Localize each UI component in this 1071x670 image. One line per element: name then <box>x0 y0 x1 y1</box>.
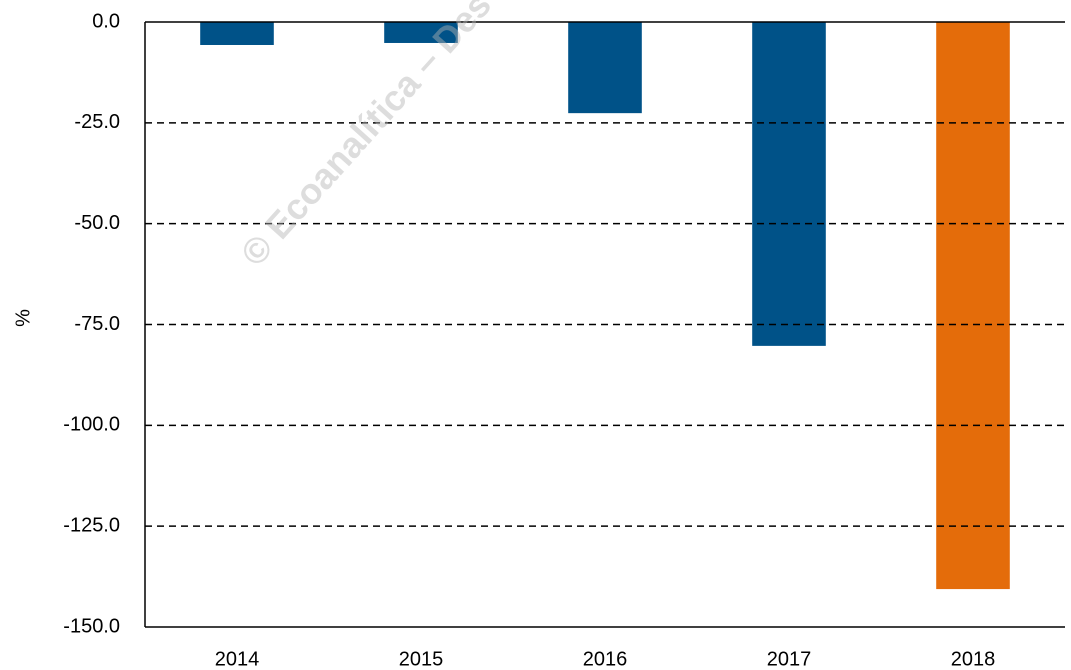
bar <box>752 22 826 346</box>
y-tick-label: -50.0 <box>74 212 120 234</box>
x-tick-label: 2018 <box>951 648 996 670</box>
y-tick-label: -25.0 <box>74 111 120 133</box>
bar <box>568 22 642 114</box>
y-tick-label: -75.0 <box>74 313 120 335</box>
bar <box>200 22 274 45</box>
y-tick-label: -100.0 <box>63 414 120 436</box>
bar <box>936 22 1010 590</box>
y-tick-label: 0.0 <box>92 10 120 32</box>
bar <box>384 22 458 43</box>
x-tick-label: 2015 <box>399 648 444 670</box>
y-tick-label: -125.0 <box>63 514 120 536</box>
x-tick-label: 2016 <box>583 648 628 670</box>
y-tick-label: -150.0 <box>63 615 120 637</box>
x-tick-label: 2014 <box>215 648 260 670</box>
y-axis-label: % <box>12 309 34 327</box>
x-tick-label: 2017 <box>767 648 812 670</box>
